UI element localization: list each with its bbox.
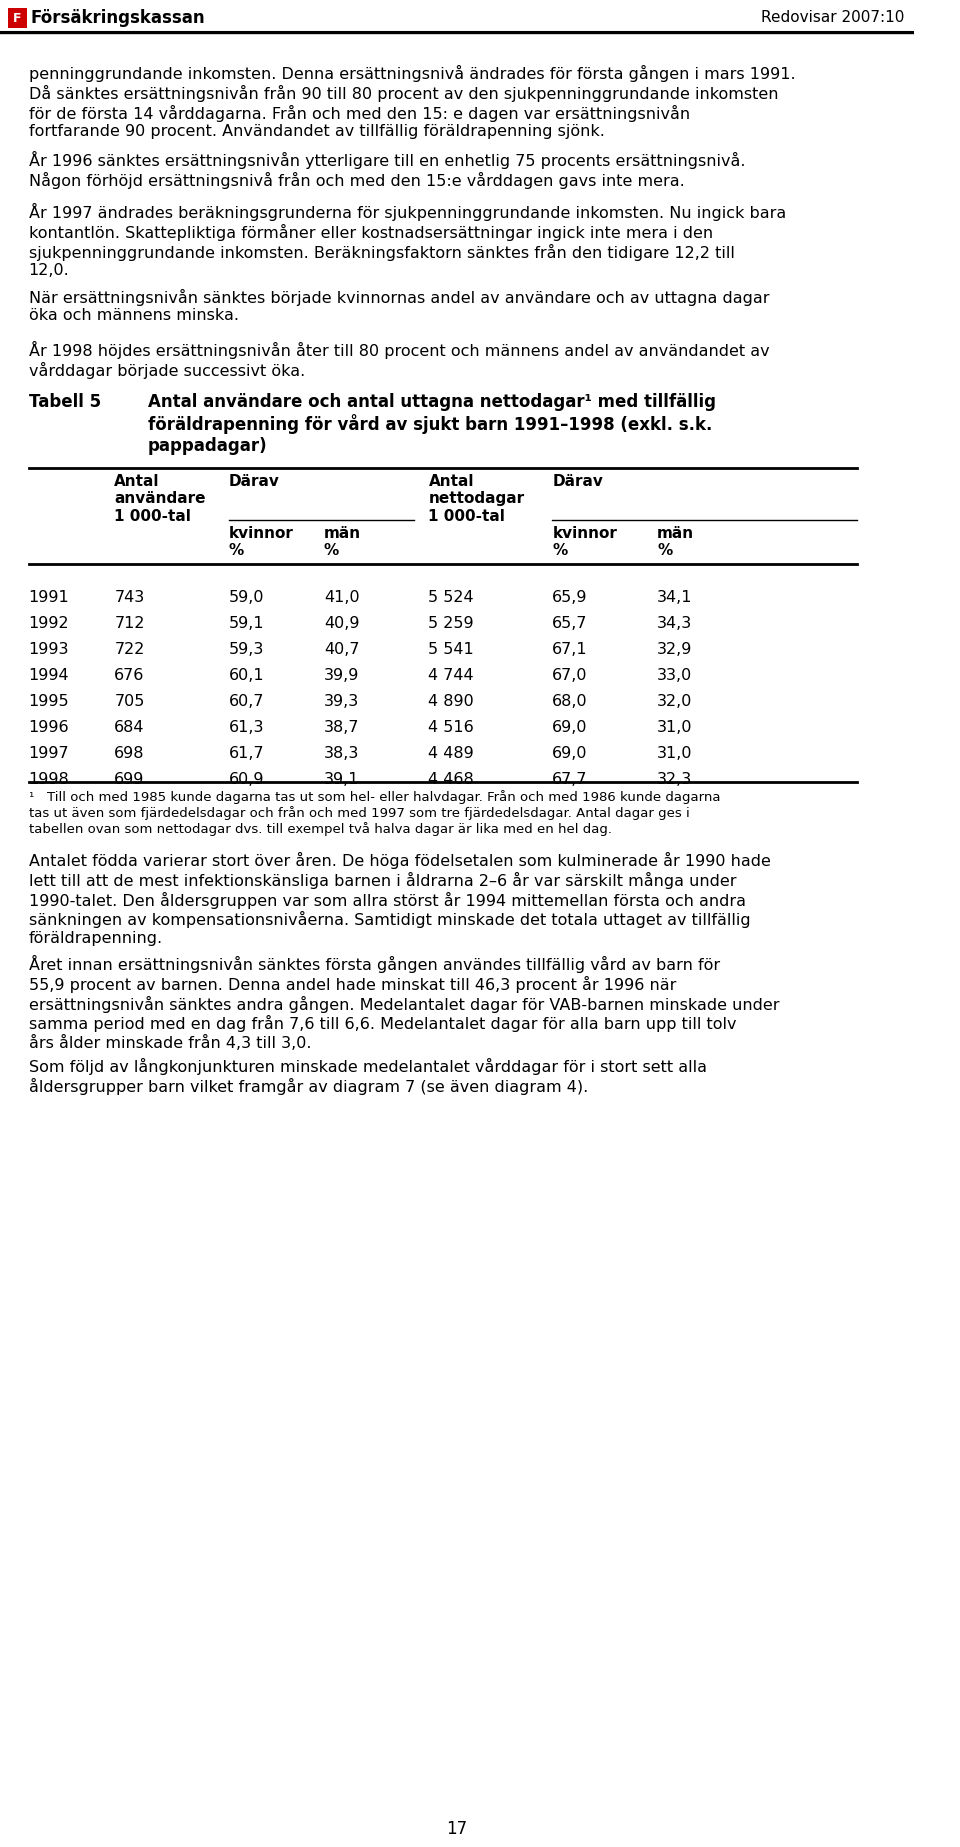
Text: 4 489: 4 489 (428, 746, 474, 761)
Text: 705: 705 (114, 694, 145, 709)
Text: 61,3: 61,3 (228, 720, 264, 735)
Text: Tabell 5: Tabell 5 (29, 393, 101, 412)
Text: kvinnor
%: kvinnor % (552, 526, 617, 558)
Text: 40,9: 40,9 (324, 617, 359, 632)
Text: 1995: 1995 (29, 694, 69, 709)
Text: 684: 684 (114, 720, 145, 735)
Text: Antal användare och antal uttagna nettodagar¹ med tillfällig
föräldrapenning för: Antal användare och antal uttagna nettod… (148, 393, 715, 454)
Text: 1993: 1993 (29, 643, 69, 658)
Text: 4 744: 4 744 (428, 669, 474, 683)
Text: Antal
nettodagar
1 000-tal: Antal nettodagar 1 000-tal (428, 475, 524, 525)
Text: År 1998 höjdes ersättningsnivån åter till 80 procent och männens andel av använd: År 1998 höjdes ersättningsnivån åter til… (29, 342, 769, 379)
Text: ¹   Till och med 1985 kunde dagarna tas ut som hel- eller halvdagar. Från och me: ¹ Till och med 1985 kunde dagarna tas ut… (29, 791, 720, 837)
Text: Därav: Därav (552, 475, 603, 489)
Text: 4 468: 4 468 (428, 772, 474, 787)
Text: 676: 676 (114, 669, 145, 683)
Text: F: F (12, 11, 21, 24)
Text: Som följd av långkonjunkturen minskade medelantalet vårddagar för i stort sett a: Som följd av långkonjunkturen minskade m… (29, 1058, 707, 1095)
Text: 743: 743 (114, 589, 145, 606)
Text: Antal
användare
1 000-tal: Antal användare 1 000-tal (114, 475, 205, 525)
Text: Redovisar 2007:10: Redovisar 2007:10 (761, 11, 904, 26)
Text: När ersättningsnivån sänktes började kvinnornas andel av användare och av uttagn: När ersättningsnivån sänktes började kvi… (29, 288, 769, 323)
Text: 67,0: 67,0 (552, 669, 588, 683)
Text: 5 259: 5 259 (428, 617, 474, 632)
Text: män
%: män % (324, 526, 361, 558)
Text: 722: 722 (114, 643, 145, 658)
Text: 712: 712 (114, 617, 145, 632)
Text: År 1996 sänktes ersättningsnivån ytterligare till en enhetlig 75 procents ersätt: År 1996 sänktes ersättningsnivån ytterli… (29, 151, 745, 188)
Text: 1996: 1996 (29, 720, 69, 735)
Text: 65,9: 65,9 (552, 589, 588, 606)
Text: 69,0: 69,0 (552, 746, 588, 761)
Text: 60,9: 60,9 (228, 772, 264, 787)
Text: 32,0: 32,0 (657, 694, 692, 709)
Text: Försäkringskassan: Försäkringskassan (31, 9, 205, 28)
Text: Året innan ersättningsnivån sänktes första gången användes tillfällig vård av ba: Året innan ersättningsnivån sänktes förs… (29, 955, 780, 1051)
Text: 69,0: 69,0 (552, 720, 588, 735)
Text: 41,0: 41,0 (324, 589, 359, 606)
Text: 1997: 1997 (29, 746, 69, 761)
Text: 61,7: 61,7 (228, 746, 264, 761)
Text: 5 524: 5 524 (428, 589, 474, 606)
Text: 4 890: 4 890 (428, 694, 474, 709)
Text: 40,7: 40,7 (324, 643, 359, 658)
Text: 4 516: 4 516 (428, 720, 474, 735)
Text: 67,7: 67,7 (552, 772, 588, 787)
Text: År 1997 ändrades beräkningsgrunderna för sjukpenninggrundande inkomsten. Nu ingi: År 1997 ändrades beräkningsgrunderna för… (29, 203, 786, 279)
Text: 1998: 1998 (29, 772, 69, 787)
Text: 31,0: 31,0 (657, 746, 692, 761)
Text: 34,1: 34,1 (657, 589, 692, 606)
Text: 32,3: 32,3 (657, 772, 692, 787)
Text: 59,3: 59,3 (228, 643, 264, 658)
Text: 32,9: 32,9 (657, 643, 692, 658)
Text: Antalet födda varierar stort över åren. De höga födelsetalen som kulminerade år : Antalet födda varierar stort över åren. … (29, 851, 771, 946)
Bar (8, 7, 27, 28)
Text: penninggrundande inkomsten. Denna ersättningsnivå ändrades för första gången i m: penninggrundande inkomsten. Denna ersätt… (29, 65, 795, 139)
Text: 38,7: 38,7 (324, 720, 359, 735)
Text: 31,0: 31,0 (657, 720, 692, 735)
Text: 34,3: 34,3 (657, 617, 692, 632)
Text: kvinnor
%: kvinnor % (228, 526, 294, 558)
Text: 38,3: 38,3 (324, 746, 359, 761)
Text: 1992: 1992 (29, 617, 69, 632)
Text: 33,0: 33,0 (657, 669, 692, 683)
Text: 60,7: 60,7 (228, 694, 264, 709)
Text: 5 541: 5 541 (428, 643, 474, 658)
Text: Därav: Därav (228, 475, 279, 489)
Text: 699: 699 (114, 772, 145, 787)
Text: 39,1: 39,1 (324, 772, 359, 787)
Text: 59,1: 59,1 (228, 617, 264, 632)
Text: 39,3: 39,3 (324, 694, 359, 709)
Text: 698: 698 (114, 746, 145, 761)
Text: 39,9: 39,9 (324, 669, 359, 683)
Text: 68,0: 68,0 (552, 694, 588, 709)
Text: 65,7: 65,7 (552, 617, 588, 632)
Text: 59,0: 59,0 (228, 589, 264, 606)
Text: 1994: 1994 (29, 669, 69, 683)
Text: män
%: män % (657, 526, 694, 558)
Text: 17: 17 (446, 1819, 468, 1838)
Text: 60,1: 60,1 (228, 669, 264, 683)
Text: 67,1: 67,1 (552, 643, 588, 658)
Text: 1991: 1991 (29, 589, 69, 606)
